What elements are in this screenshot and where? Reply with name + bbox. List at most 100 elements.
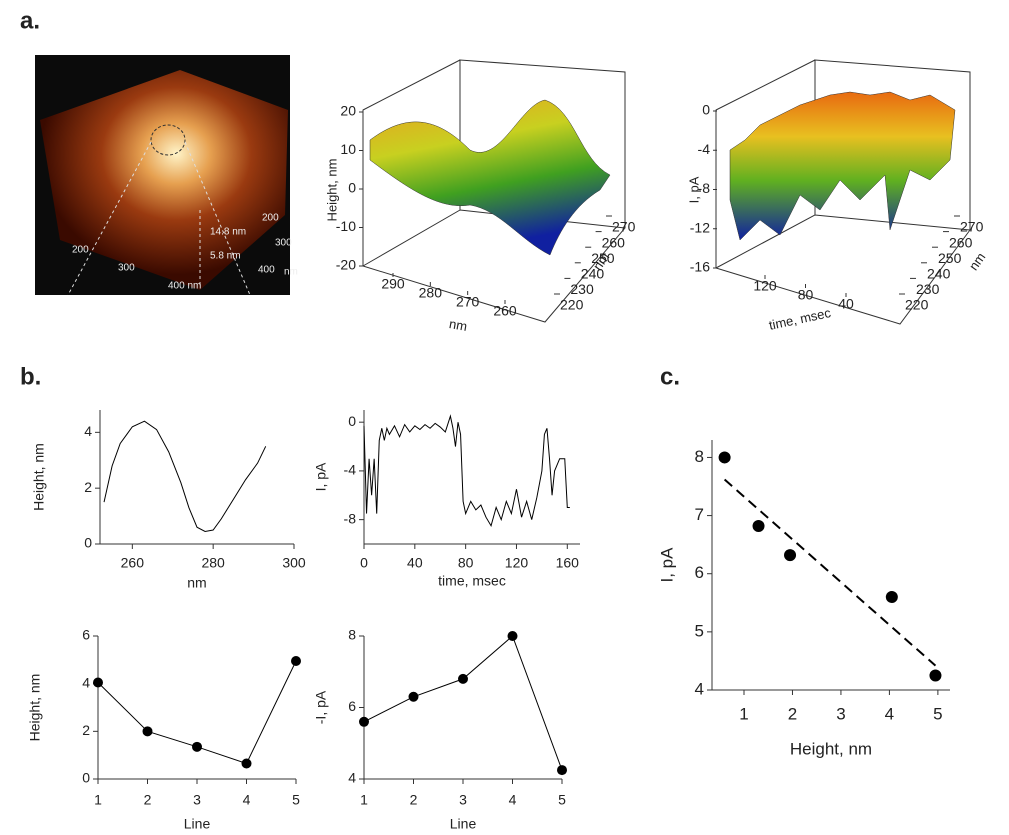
y-tick-label: 5 xyxy=(695,621,704,640)
data-point xyxy=(718,451,731,464)
y-tick-label: 0 xyxy=(84,535,92,551)
x-tick-label: 5 xyxy=(933,704,942,723)
x-axis-label: time, msec xyxy=(438,573,506,589)
y-tick-label: 2 xyxy=(84,479,92,495)
x-tick-label: 290 xyxy=(381,276,405,292)
x-tick-label: 280 xyxy=(419,285,443,301)
x-tick-label: 120 xyxy=(753,278,777,294)
x-tick-label: 1 xyxy=(739,704,748,723)
x-tick-label: 3 xyxy=(459,792,467,808)
z-tick-label: 0 xyxy=(702,102,710,118)
y-tick-label: 260 xyxy=(949,234,973,250)
y-tick-label: 250 xyxy=(938,250,962,266)
panel-label: a. xyxy=(20,7,40,34)
z-tick-label: 10 xyxy=(340,141,356,157)
x-axis-label: Line xyxy=(450,816,477,832)
x-tick-label: 280 xyxy=(201,555,225,571)
y-tick-label: 240 xyxy=(581,266,605,282)
data-point xyxy=(557,765,567,776)
trend-line xyxy=(723,478,937,667)
data-line xyxy=(363,414,570,527)
x-axis-label: nm xyxy=(448,316,468,334)
image-annotation: 5.8 nm xyxy=(210,251,241,262)
x-tick-label: 80 xyxy=(458,555,474,571)
y-tick-label: 2 xyxy=(82,722,90,738)
x-tick-label: 5 xyxy=(558,792,566,808)
data-point xyxy=(192,741,202,752)
y-tick-label: 4 xyxy=(695,679,704,698)
y-tick-label: 260 xyxy=(602,234,626,250)
x-tick-label: 2 xyxy=(410,792,418,808)
y-tick-label: 8 xyxy=(348,627,356,643)
y-axis-label: Height, nm xyxy=(27,674,43,742)
y-tick-label: 0 xyxy=(82,770,90,786)
x-axis-label: Height, nm xyxy=(790,739,872,758)
x-tick-label: 80 xyxy=(798,287,814,303)
y-tick-label: 270 xyxy=(960,219,984,235)
z-axis-label: Height, nm xyxy=(324,159,339,222)
y-tick-label: 230 xyxy=(916,281,940,297)
data-point xyxy=(507,631,518,641)
z-tick-label: -4 xyxy=(698,141,711,157)
z-tick-label: -12 xyxy=(690,219,710,235)
afm-image xyxy=(35,55,290,296)
x-tick-label: 2 xyxy=(788,704,797,723)
data-point xyxy=(359,716,369,727)
x-tick-label: 270 xyxy=(456,294,480,310)
y-axis-label: -I, pA xyxy=(313,690,329,724)
panel-label: b. xyxy=(20,363,41,390)
data-point xyxy=(885,590,898,603)
axis-line xyxy=(711,440,950,691)
x-tick-label: 2 xyxy=(144,792,152,808)
image-annotation: 200 xyxy=(72,245,89,256)
x-tick-label: 260 xyxy=(493,303,517,319)
x-tick-label: 5 xyxy=(292,792,300,808)
data-line xyxy=(363,635,563,771)
x-tick-label: 260 xyxy=(121,555,145,571)
image-annotation: 400 xyxy=(258,265,275,276)
data-point xyxy=(784,549,797,562)
y-axis-label: Height, nm xyxy=(31,443,47,511)
y-tick-label: 6 xyxy=(82,627,90,643)
z-tick-label: -20 xyxy=(336,257,356,273)
data-line xyxy=(103,420,267,532)
y-tick-label: 250 xyxy=(591,250,615,266)
surface-1-decoration xyxy=(362,59,626,323)
x-tick-label: 160 xyxy=(556,555,580,571)
axis-line xyxy=(363,636,562,780)
data-point xyxy=(458,673,468,684)
y-tick-label: 6 xyxy=(695,563,704,582)
image-annotation: nm xyxy=(284,267,298,278)
y-tick-label: -4 xyxy=(344,462,357,478)
z-tick-label: 0 xyxy=(348,180,356,196)
z-tick-label: -8 xyxy=(698,180,711,196)
y-tick-label: 7 xyxy=(695,505,704,524)
image-annotation: 300 xyxy=(118,263,135,274)
y-tick-label: 4 xyxy=(82,674,90,690)
axis-line xyxy=(99,410,294,545)
data-point xyxy=(93,677,103,688)
x-tick-label: 4 xyxy=(509,792,517,808)
data-point xyxy=(241,758,252,769)
z-axis-label: I, pA xyxy=(686,176,701,203)
image-annotation: 300 xyxy=(275,238,292,249)
data-point xyxy=(142,726,153,737)
y-tick-label: 220 xyxy=(905,297,929,313)
y-tick-label: 8 xyxy=(695,447,704,466)
x-tick-label: 3 xyxy=(193,792,201,808)
z-tick-label: -10 xyxy=(336,218,356,234)
x-tick-label: 40 xyxy=(407,555,423,571)
x-axis-label: Line xyxy=(184,816,211,832)
y-tick-label: 4 xyxy=(84,423,92,439)
x-tick-label: 300 xyxy=(282,555,306,571)
x-tick-label: 3 xyxy=(836,704,845,723)
y-tick-label: 4 xyxy=(348,770,356,786)
axis-line xyxy=(97,636,296,780)
image-annotation: 14.8 nm xyxy=(210,227,246,238)
surface-2-decoration xyxy=(715,59,971,325)
x-axis-label: nm xyxy=(187,575,206,591)
y-tick-label: 6 xyxy=(348,698,356,714)
y-axis-label: I, pA xyxy=(313,462,329,491)
x-tick-label: 1 xyxy=(360,792,368,808)
